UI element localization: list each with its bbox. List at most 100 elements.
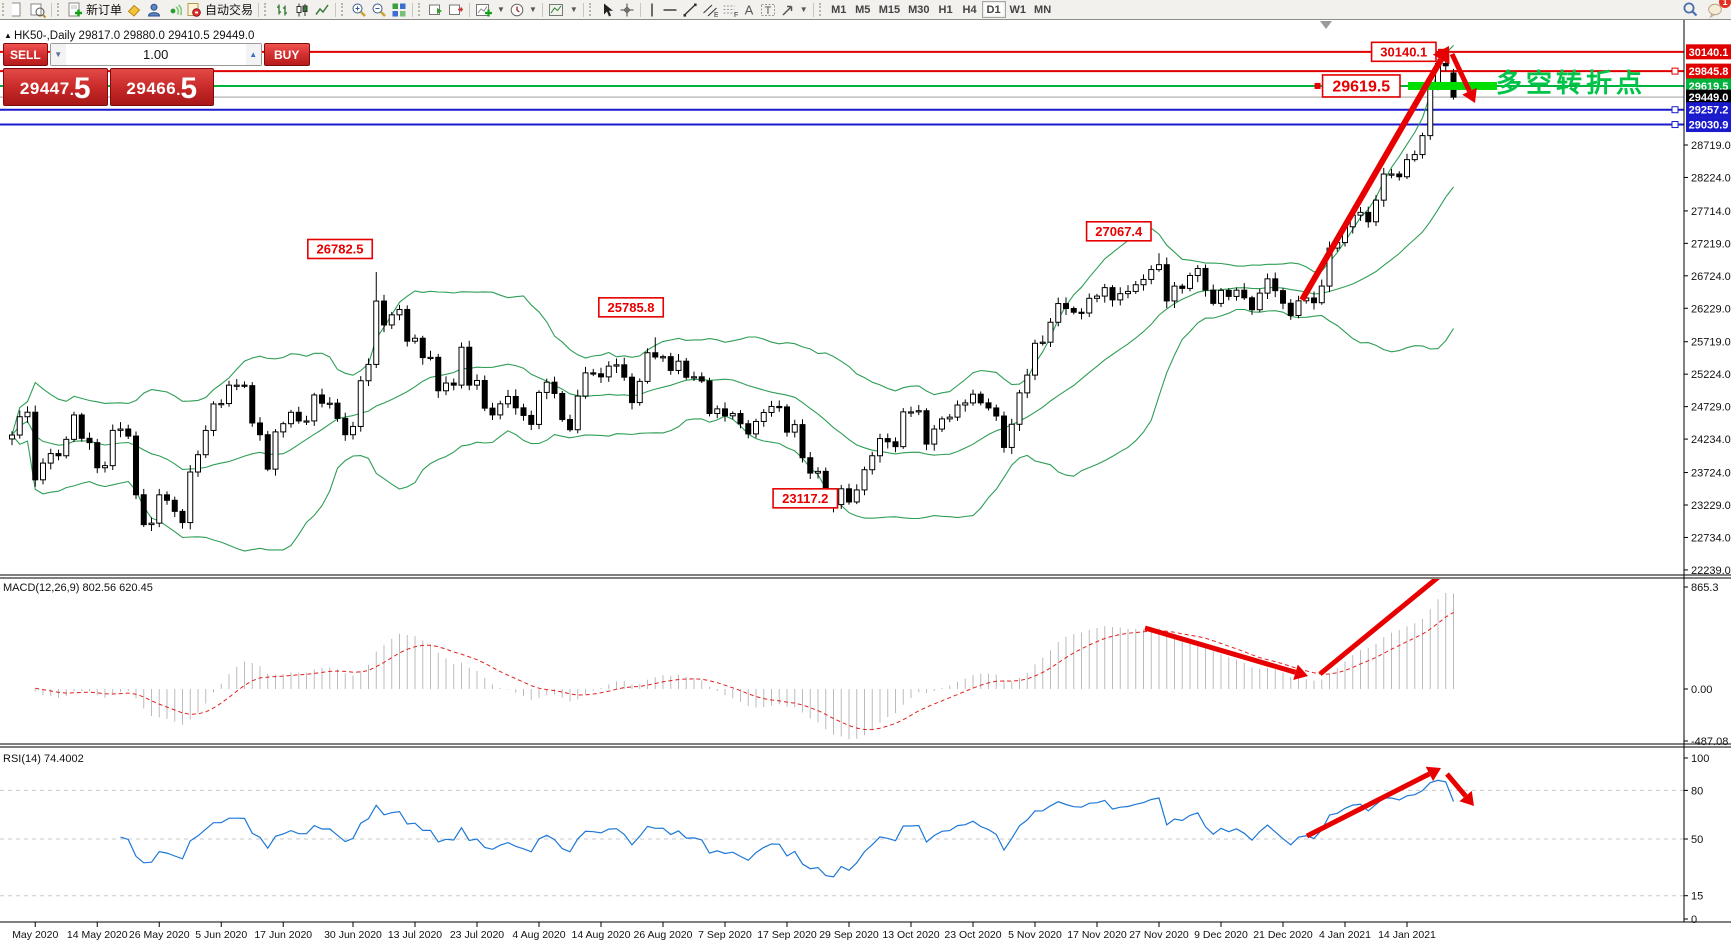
bar-chart-icon[interactable] <box>272 1 292 19</box>
price-annotation-box[interactable] <box>772 488 839 509</box>
notifications-icon[interactable]: 1 <box>1705 0 1731 19</box>
sell-button[interactable]: SELL <box>3 43 48 66</box>
trendline-tool-icon[interactable] <box>680 1 700 19</box>
time-axis[interactable]: May 2020 14 May 2020 26 May 2020 5 Jun 2020… <box>0 921 1731 941</box>
toolbar-grip[interactable] <box>341 3 346 16</box>
timeframe-button-h4[interactable]: H4 <box>958 1 982 18</box>
timeframe-button-m15[interactable]: M15 <box>875 1 904 18</box>
annotation-anchor-square[interactable] <box>1314 82 1321 89</box>
volume-increase-button[interactable]: ▲ <box>245 44 261 65</box>
line-chart-icon[interactable] <box>312 1 332 19</box>
toolbar-separator <box>469 2 471 17</box>
macd-pane[interactable] <box>34 561 1458 740</box>
macd-tick-label: 865.3 <box>1691 582 1719 594</box>
periods-clock-icon[interactable]: ▼ <box>507 1 539 19</box>
search-icon[interactable] <box>1680 1 1701 19</box>
timeframe-button-w1[interactable]: W1 <box>1006 1 1031 18</box>
toolbar-separator <box>812 2 814 17</box>
rsi-pane[interactable] <box>0 766 1684 897</box>
profiles-icon[interactable] <box>28 1 48 19</box>
toolbar-grip[interactable] <box>418 3 423 16</box>
toolbar-grip[interactable] <box>2 3 7 16</box>
volume-widget: ▼ ▲ <box>49 43 262 66</box>
horizontal-line-tool-icon[interactable] <box>660 1 680 19</box>
new-order-label: 新订单 <box>86 3 123 17</box>
market-watch-icon[interactable] <box>124 1 144 19</box>
turning-point-note[interactable]: 多空转折点 <box>1496 68 1646 98</box>
date-tick-label: 4 Aug 2020 <box>512 929 565 941</box>
toolbar-grip[interactable] <box>264 3 269 16</box>
buy-price-frac: 5 <box>180 72 198 105</box>
candlestick-icon[interactable] <box>292 1 312 19</box>
one-click-trading-panel: SELL ▼ ▲ BUY 29447.5 29466.5 <box>3 43 310 106</box>
accounts-icon[interactable] <box>144 1 164 19</box>
axis-price-tag-text: 30140.1 <box>1689 47 1729 59</box>
price-axis[interactable]: 28719.0 28224.0 27714.0 27219.0 26724.0 26229… <box>1683 20 1731 926</box>
indicators-add-icon[interactable]: ▼ <box>473 1 507 19</box>
svg-text:T: T <box>764 5 771 17</box>
arrows-tool-icon[interactable]: ▼ <box>778 1 810 19</box>
date-tick-label: 13 Oct 2020 <box>882 929 939 941</box>
auto-scroll-icon[interactable] <box>426 1 446 19</box>
price-tick-label: 28224.0 <box>1691 172 1731 184</box>
toolbar-grip[interactable] <box>818 3 824 16</box>
cursor-tool-icon[interactable] <box>597 1 617 19</box>
toolbar-grip[interactable] <box>57 3 62 16</box>
tile-windows-icon[interactable] <box>389 1 409 19</box>
main-price-pane[interactable]: 多空转折点 26782.5 25785.8 23117.2 27067.4 30140.1… <box>0 21 1684 552</box>
toolbar-separator <box>639 2 641 17</box>
buy-price-display[interactable]: 29466. 5 <box>109 68 214 106</box>
crosshair-tool-icon[interactable] <box>617 1 637 19</box>
axis-price-tag-text: 29449.0 <box>1689 92 1729 104</box>
macd-tick-label: 0.00 <box>1691 684 1712 696</box>
buy-button[interactable]: BUY <box>263 43 310 66</box>
timeframe-button-d1[interactable]: D1 <box>981 1 1006 18</box>
turning-point-highlight-bar[interactable] <box>1408 81 1497 90</box>
price-annotation-box[interactable] <box>307 238 374 260</box>
date-tick-label: 14 Jan 2021 <box>1378 929 1436 941</box>
trend-arrows-macd[interactable] <box>1144 561 1458 681</box>
line-handle[interactable] <box>1671 67 1679 75</box>
fibonacci-tool-icon[interactable]: F <box>720 1 740 19</box>
templates-icon[interactable]: ▼ <box>546 1 580 19</box>
volume-decrease-button[interactable]: ▼ <box>50 44 66 65</box>
svg-text:F: F <box>734 12 738 18</box>
text-tool-icon[interactable]: A <box>740 1 758 19</box>
chart-shift-marker[interactable] <box>1320 21 1332 29</box>
date-tick-label: 5 Nov 2020 <box>1008 929 1062 941</box>
axis-price-tag <box>1686 117 1731 133</box>
new-chart-icon[interactable] <box>10 1 28 19</box>
price-annotation-box[interactable] <box>1085 221 1152 242</box>
horizontal-level-lines[interactable] <box>0 50 1684 129</box>
text-label-tool-icon[interactable]: T <box>758 1 778 19</box>
new-order-button[interactable]: 新订单 <box>65 1 124 19</box>
timeframe-button-m1[interactable]: M1 <box>827 1 851 18</box>
signals-icon[interactable] <box>164 1 184 19</box>
timeframe-button-m30[interactable]: M30 <box>904 1 933 18</box>
trend-arrows-rsi[interactable] <box>1305 766 1474 839</box>
timeframe-button-m5[interactable]: M5 <box>851 1 875 18</box>
volume-input[interactable] <box>65 44 246 65</box>
toolbar-grip[interactable] <box>588 3 594 16</box>
zoom-out-icon[interactable] <box>369 1 389 19</box>
sell-price-display[interactable]: 29447. 5 <box>3 68 108 106</box>
timeframe-button-h1[interactable]: H1 <box>934 1 958 18</box>
vertical-line-tool-icon[interactable] <box>644 1 660 19</box>
price-tick-label: 26229.0 <box>1691 303 1731 315</box>
line-handle[interactable] <box>1671 106 1679 114</box>
trend-arrows-main[interactable] <box>1299 46 1477 302</box>
line-handle[interactable] <box>1671 121 1679 129</box>
chart-shift-icon[interactable] <box>446 1 466 19</box>
timeframe-button-mn[interactable]: MN <box>1030 1 1055 18</box>
auto-trading-button[interactable]: 自动交易 <box>184 1 255 19</box>
axis-price-tag-text: 29845.8 <box>1689 66 1729 78</box>
price-annotation-box[interactable] <box>1321 74 1401 98</box>
price-annotations[interactable]: 26782.5 25785.8 23117.2 27067.4 30140.1 29619… <box>307 41 1444 509</box>
price-annotation-box[interactable] <box>598 297 665 318</box>
equidistant-channel-tool-icon[interactable]: E <box>700 1 720 19</box>
symbol-header-marker: ▲ <box>4 31 12 40</box>
zoom-in-icon[interactable] <box>349 1 369 19</box>
date-tick-label: 17 Jun 2020 <box>254 929 312 941</box>
price-annotation-box[interactable] <box>1370 41 1437 63</box>
